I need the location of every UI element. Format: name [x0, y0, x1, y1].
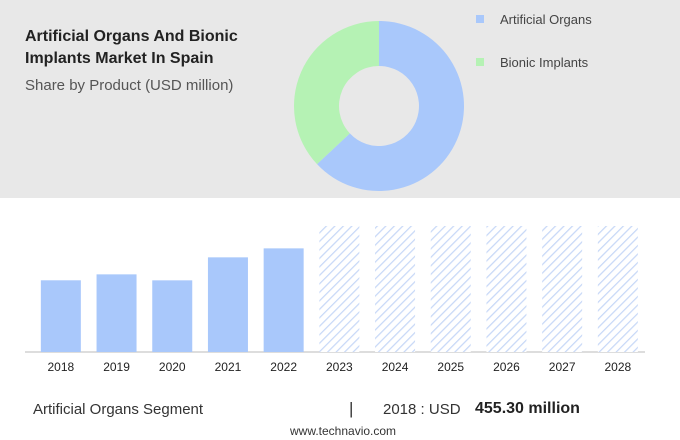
- bar: [96, 274, 137, 352]
- x-tick-label: 2027: [549, 360, 576, 374]
- footer-label: 2018 : USD: [383, 401, 461, 418]
- x-tick-label: 2019: [103, 360, 130, 374]
- footer-value: 455.30 million: [475, 400, 580, 417]
- x-tick-label: 2024: [382, 360, 409, 374]
- chart-subtitle: Share by Product (USD million): [25, 77, 234, 94]
- forecast-bar: [542, 226, 583, 352]
- source: www.technavio.com: [290, 424, 397, 438]
- bar: [207, 257, 248, 352]
- bar: [152, 280, 193, 352]
- forecast-bar: [486, 226, 527, 352]
- footer-segment: Artificial Organs Segment: [33, 401, 204, 418]
- legend-label: Bionic Implants: [500, 55, 589, 70]
- x-tick-label: 2026: [493, 360, 520, 374]
- x-tick-label: 2021: [215, 360, 242, 374]
- forecast-bar: [597, 226, 638, 352]
- x-tick-label: 2023: [326, 360, 353, 374]
- chart-title: Artificial Organs And Bionic Implants Ma…: [25, 28, 238, 67]
- legend-swatch: [476, 15, 484, 23]
- bar: [263, 248, 304, 352]
- x-tick-label: 2020: [159, 360, 186, 374]
- legend-swatch: [476, 58, 484, 66]
- bar: [40, 280, 81, 352]
- forecast-bar: [319, 226, 360, 352]
- x-tick-label: 2018: [47, 360, 74, 374]
- footer-separator: |: [349, 399, 354, 418]
- x-tick-label: 2025: [437, 360, 464, 374]
- x-tick-label: 2022: [270, 360, 297, 374]
- forecast-bar: [375, 226, 416, 352]
- legend-label: Artificial Organs: [500, 12, 592, 27]
- donut-slice: [294, 21, 379, 165]
- forecast-bar: [430, 226, 471, 352]
- donut-slice: [317, 21, 464, 191]
- x-tick-label: 2028: [604, 360, 631, 374]
